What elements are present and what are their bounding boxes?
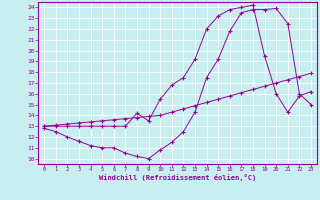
X-axis label: Windchill (Refroidissement éolien,°C): Windchill (Refroidissement éolien,°C): [99, 174, 256, 181]
